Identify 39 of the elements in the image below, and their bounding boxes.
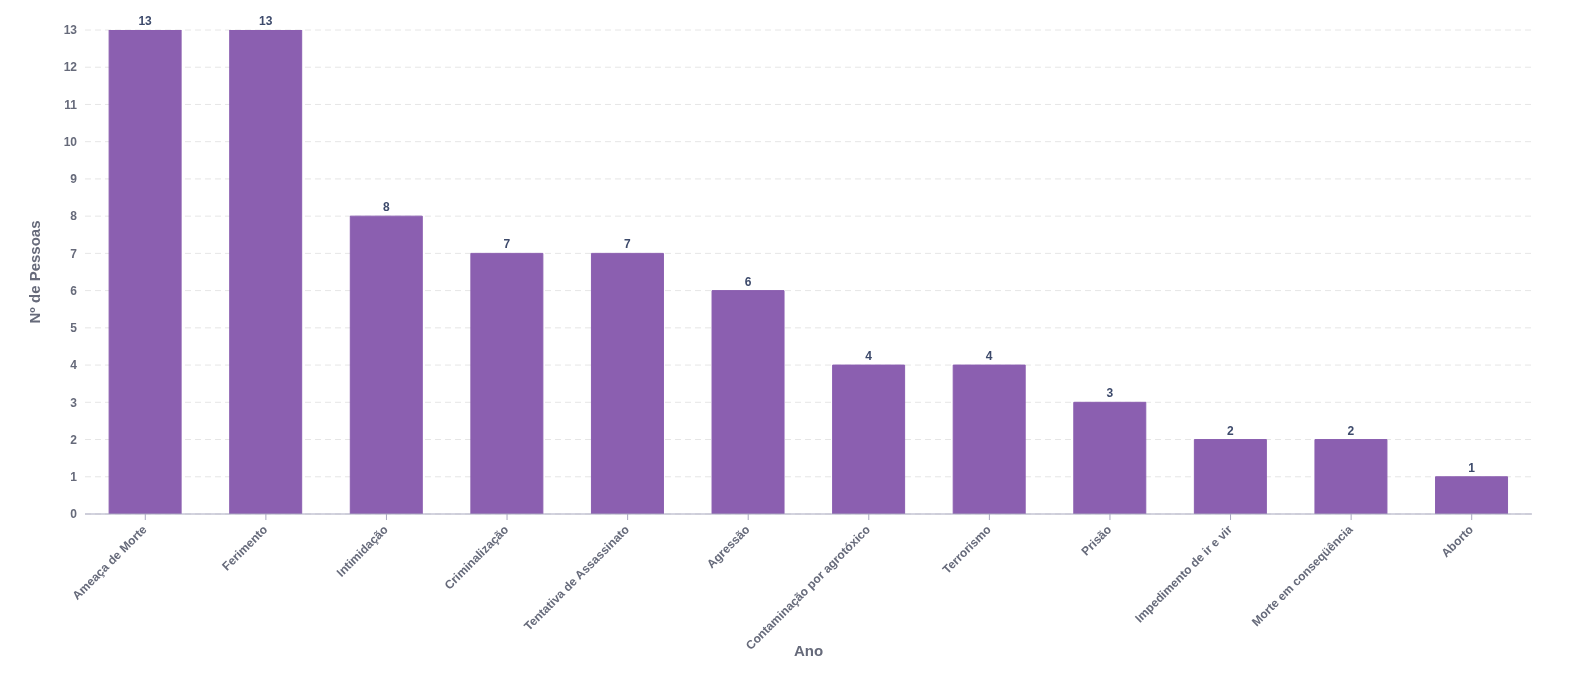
- bar: [590, 252, 664, 514]
- bar: [229, 30, 303, 514]
- data-label: 2: [1227, 423, 1235, 438]
- y-tick-label: 10: [63, 134, 78, 149]
- data-label: 13: [259, 14, 273, 28]
- y-tick-label: 12: [63, 60, 78, 75]
- data-label: 8: [382, 200, 390, 215]
- y-tick-label: 3: [70, 395, 78, 410]
- bar: [1073, 401, 1147, 514]
- data-label: 4: [985, 349, 993, 364]
- data-label: 4: [865, 349, 873, 364]
- bar: [711, 290, 785, 514]
- data-label: 2: [1347, 423, 1355, 438]
- data-label: 7: [503, 237, 511, 252]
- bar: [952, 364, 1026, 514]
- y-tick-label: 8: [70, 209, 78, 224]
- y-tick-label: 9: [70, 172, 78, 187]
- y-tick-label: 11: [64, 97, 78, 112]
- y-tick-label: 5: [70, 321, 78, 336]
- bar: [349, 215, 423, 514]
- y-tick-label: 13: [63, 23, 78, 38]
- y-tick-label: 0: [70, 507, 78, 522]
- y-tick-label: 6: [70, 283, 78, 298]
- y-tick-label: 7: [70, 246, 78, 261]
- y-tick-label: 4: [70, 358, 78, 373]
- bar: [1193, 439, 1267, 514]
- y-axis-title: Nº de Pessoas: [26, 220, 44, 324]
- bar: [470, 252, 544, 514]
- data-label: 7: [624, 237, 632, 252]
- data-label: 3: [1106, 386, 1114, 401]
- y-tick-label: 2: [70, 432, 78, 447]
- bar: [1435, 476, 1509, 514]
- bar: [1314, 439, 1388, 514]
- data-label: 13: [138, 14, 153, 28]
- data-label: 6: [744, 274, 752, 289]
- bar: [108, 30, 182, 514]
- bar: [832, 364, 906, 514]
- data-label: 1: [1468, 460, 1476, 475]
- y-tick-label: 1: [70, 470, 78, 485]
